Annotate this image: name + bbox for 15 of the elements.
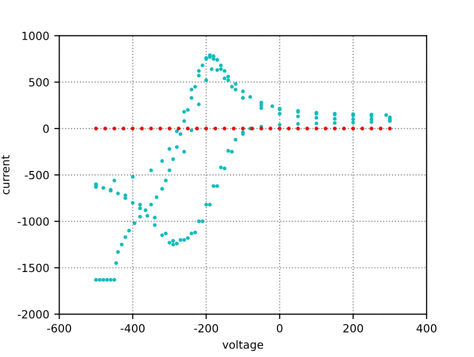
- y-axis-title: current: [2, 155, 10, 194]
- x-tick-label: 0: [276, 324, 282, 332]
- x-tick-label: 200: [343, 324, 363, 332]
- x-axis-title: voltage: [222, 340, 264, 351]
- y-tick-label: 0: [43, 124, 49, 133]
- x-tick-label: -400: [120, 324, 145, 332]
- x-tick-label: 400: [416, 324, 436, 332]
- y-tick-label: 1000: [22, 32, 49, 40]
- y-tick-label: 500: [29, 78, 49, 86]
- y-tick-label: -500: [24, 170, 49, 180]
- x-tick-label: -600: [47, 324, 72, 332]
- x-tick-label: -200: [194, 324, 218, 332]
- y-tick-label: -1000: [18, 217, 49, 226]
- y-tick-label: -2000: [18, 310, 49, 319]
- y-tick-label: -1500: [18, 264, 49, 272]
